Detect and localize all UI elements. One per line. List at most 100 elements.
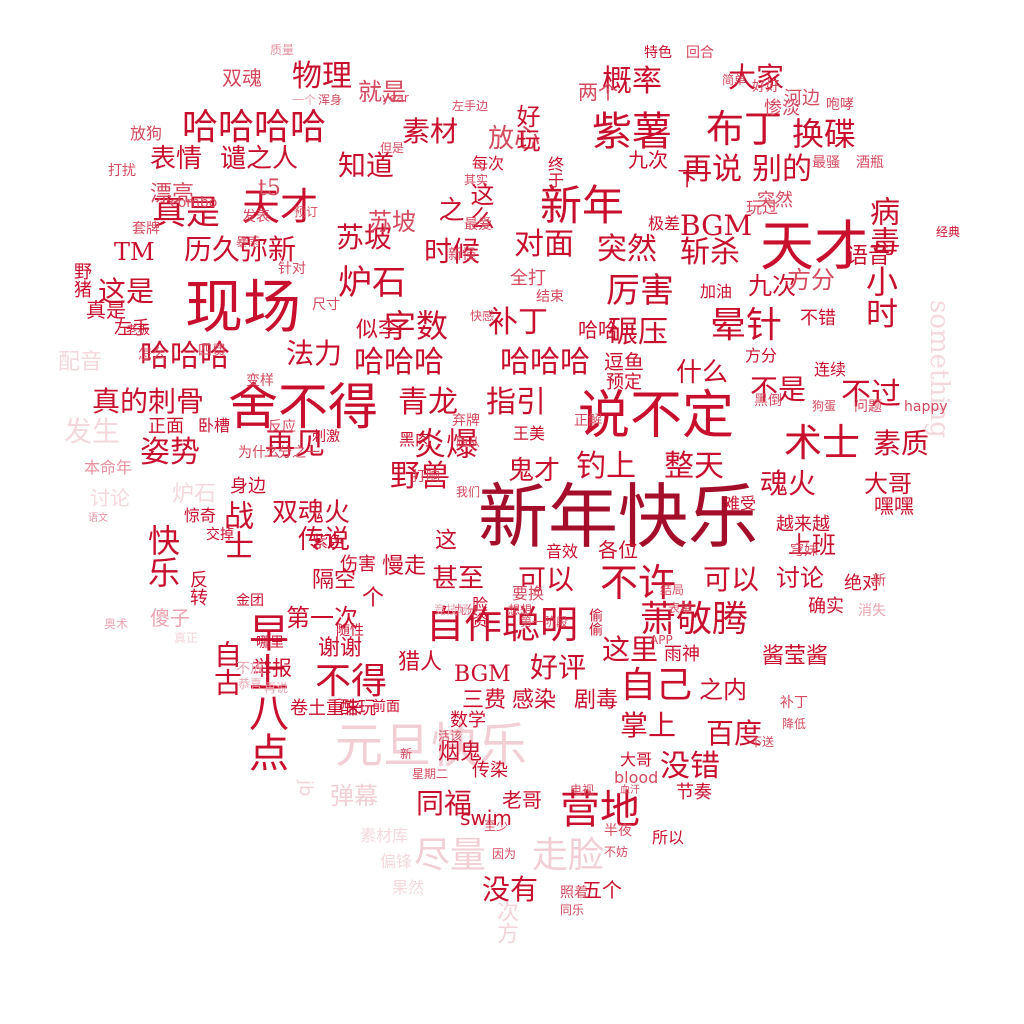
word: 极差	[648, 214, 681, 233]
word: 真是	[86, 298, 126, 322]
word: 这么	[466, 182, 494, 230]
word: year	[382, 91, 409, 105]
word: 穹妹	[790, 543, 818, 559]
word: 炎爆	[414, 425, 479, 463]
word: jb	[295, 780, 316, 797]
word: 电视	[570, 783, 595, 797]
word: 四费	[198, 343, 226, 359]
word: 讨论	[90, 486, 130, 510]
word: 真是	[152, 193, 220, 233]
word: 真正	[174, 631, 199, 645]
word: 全打	[510, 268, 546, 289]
word: 我们	[456, 485, 481, 499]
word: 舍不得	[228, 378, 378, 436]
word: 惊奇	[184, 506, 217, 525]
word: 好评	[530, 651, 587, 684]
word: 再见	[265, 427, 325, 462]
word: 节奏	[676, 782, 712, 803]
word: 酒瓶	[856, 155, 884, 171]
word: 概率	[602, 64, 662, 99]
word: 好好	[752, 79, 780, 95]
word: 哈哈哈哈	[182, 107, 327, 148]
word: 传染	[472, 760, 508, 781]
word: 活该	[438, 729, 463, 743]
word: BGM	[680, 209, 753, 242]
word: 不是	[750, 373, 807, 406]
word: 偷偷	[587, 608, 603, 636]
word: 新怪	[448, 247, 476, 263]
word: 老哥	[502, 788, 542, 812]
word: 大家	[728, 61, 785, 94]
word: 语文	[88, 513, 108, 524]
word: 放狗	[130, 124, 163, 143]
word: 弹幕	[330, 782, 378, 810]
word: 反应	[268, 419, 296, 435]
word: 快感	[470, 309, 495, 323]
word: 难受	[724, 494, 757, 513]
word: 斩杀	[680, 235, 740, 270]
word: 为什么	[238, 445, 280, 461]
word: 消失	[858, 603, 886, 619]
word: 交掉	[206, 527, 234, 543]
word: 新	[400, 747, 413, 761]
word: 降低	[782, 717, 807, 731]
word: 甚至	[432, 564, 485, 594]
word: 表情	[150, 144, 203, 174]
word: 举报	[252, 656, 292, 680]
word: 半夜	[604, 823, 632, 839]
word: 什么	[676, 358, 729, 388]
word: 身边	[230, 476, 266, 497]
word: 简单	[722, 73, 747, 87]
word: 终于	[545, 156, 564, 188]
word: 其实	[464, 173, 489, 187]
word: 九次	[628, 148, 668, 172]
word: 暴雨	[236, 235, 261, 249]
word: 哈哈哈	[500, 345, 590, 380]
word: 第一次	[286, 604, 358, 632]
word: 再说	[682, 152, 742, 187]
word: 不许	[600, 561, 677, 605]
word: 老板	[126, 323, 151, 337]
word: 预定	[606, 372, 642, 393]
word: 嘿嘿	[874, 494, 914, 518]
word: 就是	[358, 78, 406, 106]
word: 猎人	[398, 650, 443, 675]
word: 碾压	[608, 315, 668, 350]
word: 表单	[668, 601, 693, 615]
word: 变样	[246, 373, 274, 389]
word: 怎么	[138, 347, 166, 363]
word: 时候	[424, 235, 481, 268]
word: 五个	[582, 878, 622, 902]
word: 酷玩	[340, 698, 376, 719]
word: 二分之一	[264, 445, 320, 461]
word: BGM	[454, 662, 511, 687]
word: 语音	[846, 244, 891, 269]
word: 别的	[752, 152, 812, 187]
word: 偏锋	[380, 852, 413, 871]
word: 问题	[854, 399, 882, 415]
word: 这	[431, 528, 456, 550]
word: 漂亮	[150, 182, 195, 207]
word: 金团	[236, 593, 264, 609]
word: 每次	[472, 154, 505, 173]
word: 谢谢	[318, 636, 363, 661]
word: 野猪	[71, 262, 92, 298]
word: 隔空	[312, 568, 357, 593]
word: 历久弥新	[184, 233, 297, 266]
word: 病毒	[864, 196, 899, 256]
word: 哈哈	[578, 318, 618, 342]
word: 似李	[356, 318, 401, 343]
word: 方分	[787, 266, 835, 294]
word: 反转	[187, 570, 208, 606]
word: 可以	[518, 563, 575, 596]
word: 越来越	[776, 514, 830, 535]
word: 鬼才	[508, 456, 561, 486]
word: happy	[904, 399, 948, 415]
word: 突然	[757, 190, 793, 211]
word: 之内	[699, 676, 747, 704]
word: 天才	[242, 185, 319, 229]
word: 针对	[278, 261, 306, 277]
word: 本命年	[84, 458, 133, 477]
word: 正面	[148, 416, 184, 437]
word: 确实	[808, 596, 844, 617]
